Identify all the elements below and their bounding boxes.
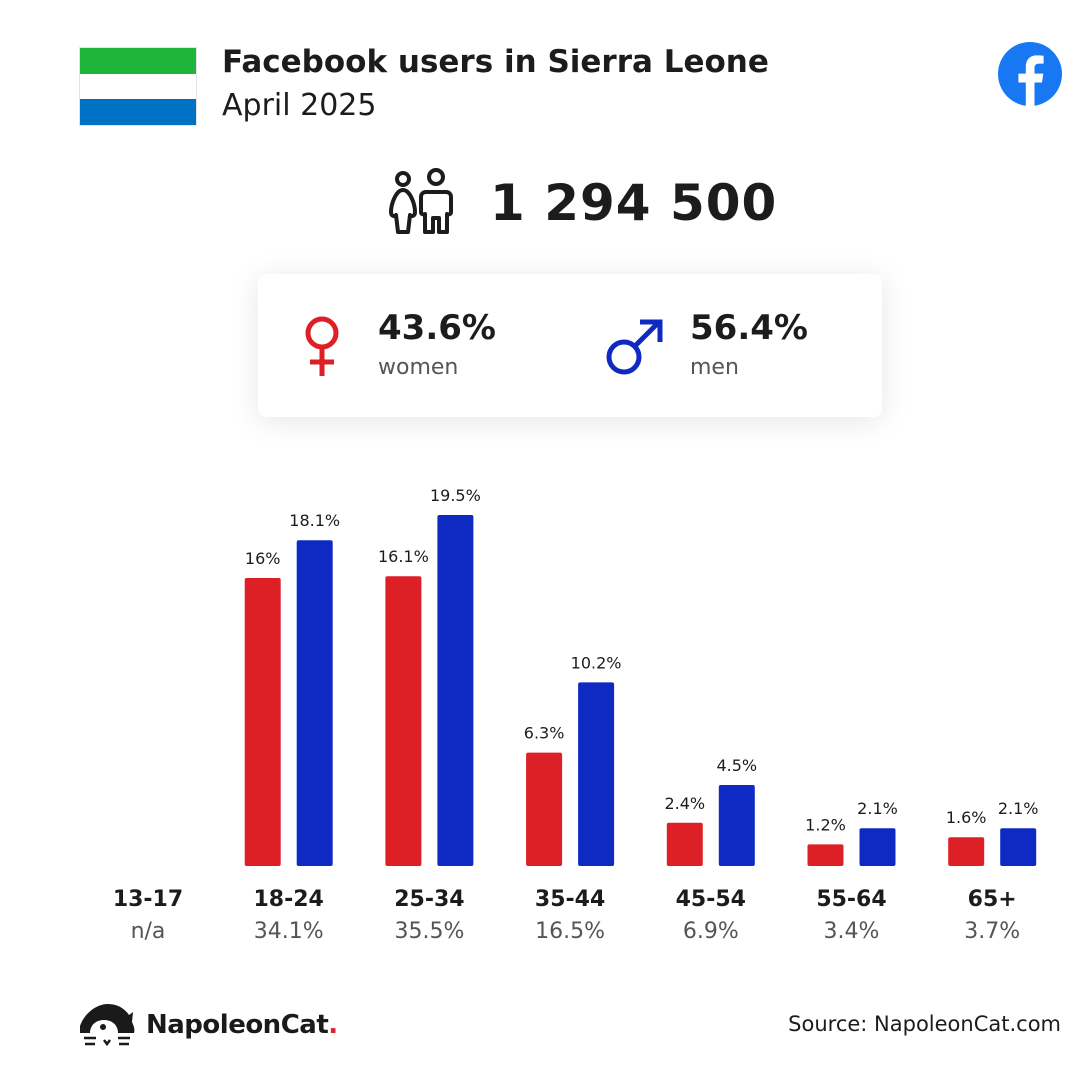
- total-users-value: 1 294 500: [490, 174, 778, 232]
- bar-men-18-24: [296, 540, 333, 866]
- bar-label-women-65+: 1.6%: [946, 808, 987, 827]
- bar-label-women-18-24: 16%: [245, 549, 281, 568]
- men-percent: 56.4%: [690, 308, 808, 348]
- brand-name: NapoleonCat.: [146, 1010, 338, 1040]
- bar-label-women-55-64: 1.2%: [805, 815, 846, 834]
- napoleoncat-brand: NapoleonCat.: [78, 1000, 338, 1050]
- male-symbol-icon: [606, 319, 663, 375]
- women-percent: 43.6%: [378, 308, 496, 348]
- bar-women-55-64: [807, 844, 844, 866]
- bar-men-65+: [1000, 828, 1037, 866]
- flag-stripe-green: [80, 48, 196, 74]
- bar-women-25-34: [385, 576, 422, 866]
- age-group-total-35-44: 16.5%: [535, 919, 605, 944]
- bar-men-25-34: [437, 515, 474, 866]
- age-gender-bar-chart: 13-17 n/a 16% 18.1% 18-24 34.1% 16.1% 19.5% 25-3…: [113, 486, 1039, 944]
- sierra-leone-flag: [80, 48, 196, 125]
- napoleoncat-logo-icon: [80, 1004, 135, 1047]
- bar-men-55-64: [859, 828, 896, 866]
- people-icon: [389, 168, 453, 234]
- x-tick-label-18-24: 18-24: [254, 887, 324, 912]
- bar-women-35-44: [526, 752, 563, 866]
- gender-split-card: 43.6% women 56.4% men: [258, 274, 882, 417]
- bar-women-45-54: [666, 822, 703, 866]
- bar-women-18-24: [244, 578, 281, 866]
- bar-label-men-35-44: 10.2%: [571, 653, 622, 672]
- bar-label-women-35-44: 6.3%: [524, 724, 565, 743]
- x-tick-label-55-64: 55-64: [816, 887, 886, 912]
- bar-men-45-54: [718, 785, 755, 866]
- bar-label-men-18-24: 18.1%: [289, 511, 340, 530]
- brand-name-text: NapoleonCat: [146, 1010, 329, 1040]
- bar-label-women-25-34: 16.1%: [378, 547, 429, 566]
- bar-label-women-45-54: 2.4%: [664, 794, 705, 813]
- bar-women-65+: [948, 837, 985, 866]
- page-subtitle: April 2025: [222, 88, 377, 123]
- female-symbol-icon: [305, 316, 339, 376]
- x-tick-label-13-17: 13-17: [113, 887, 183, 912]
- age-group-total-65+: 3.7%: [964, 919, 1020, 944]
- x-tick-label-35-44: 35-44: [535, 887, 605, 912]
- facebook-icon: [998, 42, 1062, 106]
- flag-stripe-white: [80, 73, 196, 100]
- total-users: 1 294 500: [388, 168, 777, 238]
- men-label: men: [690, 355, 739, 380]
- x-tick-label-25-34: 25-34: [394, 887, 464, 912]
- bar-label-men-45-54: 4.5%: [716, 756, 757, 775]
- bar-label-men-65+: 2.1%: [998, 799, 1039, 818]
- page-title: Facebook users in Sierra Leone: [222, 44, 769, 80]
- bar-label-men-25-34: 19.5%: [430, 486, 481, 505]
- age-group-total-18-24: 34.1%: [254, 919, 324, 944]
- x-tick-label-45-54: 45-54: [676, 887, 746, 912]
- age-group-total-55-64: 3.4%: [824, 919, 880, 944]
- source-credit: Source: NapoleonCat.com: [788, 1012, 1061, 1036]
- age-group-total-45-54: 6.9%: [683, 919, 739, 944]
- flag-stripe-blue: [80, 99, 196, 125]
- bar-men-35-44: [578, 682, 615, 866]
- x-tick-label-65+: 65+: [968, 887, 1017, 912]
- age-group-total-13-17: n/a: [131, 919, 166, 944]
- bar-label-men-55-64: 2.1%: [857, 799, 898, 818]
- women-label: women: [378, 355, 459, 380]
- age-group-total-25-34: 35.5%: [394, 919, 464, 944]
- brand-name-dot: .: [328, 1010, 338, 1040]
